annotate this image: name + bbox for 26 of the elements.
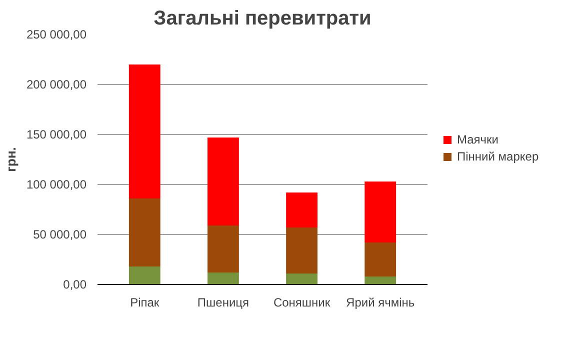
chart-title: Загальні перевитрати — [154, 8, 372, 30]
bar — [128, 64, 160, 198]
y-tick-label: 50 000,00 — [33, 228, 87, 242]
x-tick-label: Пшениця — [197, 296, 250, 310]
bar — [286, 228, 318, 274]
bar — [364, 242, 396, 276]
x-tick-label: Ярий ячмінь — [346, 296, 415, 310]
bar — [286, 192, 318, 228]
bar — [364, 182, 396, 242]
y-axis-title: грн. — [3, 147, 18, 172]
y-tick-label: 250 000,00 — [26, 28, 87, 42]
y-tick-label: 200 000,00 — [26, 78, 87, 92]
bar — [208, 272, 239, 284]
y-tick-label: 0,00 — [63, 278, 87, 292]
bar — [128, 266, 160, 284]
bar — [208, 138, 239, 226]
bar — [128, 198, 160, 266]
bar — [364, 276, 396, 284]
legend-label: Пінний маркер — [457, 150, 539, 164]
bar — [208, 226, 239, 272]
bar — [286, 274, 318, 284]
x-tick-label: Ріпак — [130, 296, 160, 310]
y-tick-label: 100 000,00 — [26, 178, 87, 192]
y-tick-label: 150 000,00 — [26, 128, 87, 142]
x-tick-label: Соняшник — [273, 296, 331, 310]
legend-label: Маячки — [457, 132, 499, 146]
